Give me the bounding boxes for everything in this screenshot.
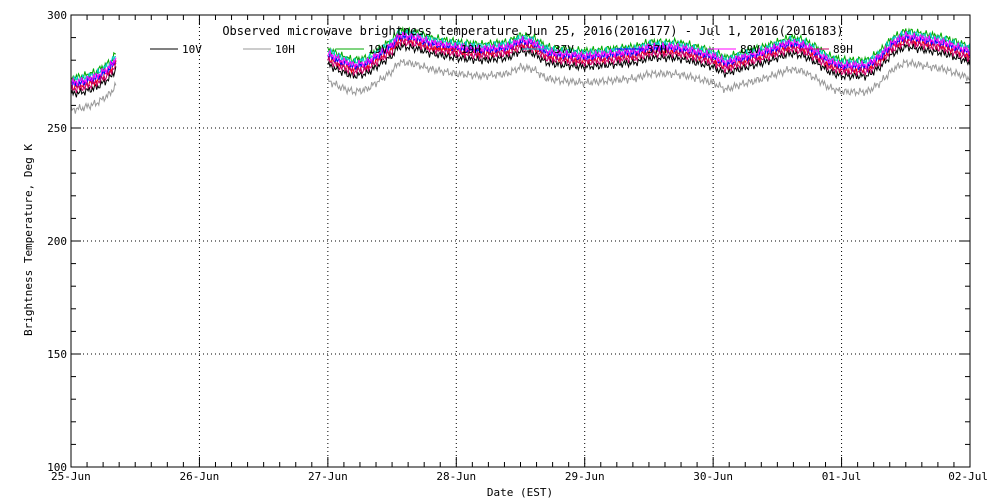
legend-label-89v: 89V [740, 43, 760, 56]
series-line-10h [70, 81, 117, 114]
series-line-89v [327, 31, 971, 71]
y-tick-label: 300 [47, 9, 67, 22]
legend-label-10h: 10H [275, 43, 295, 56]
gridlines [71, 15, 970, 467]
series-line-10v [70, 66, 117, 98]
x-tick-label: 29-Jun [565, 470, 605, 483]
x-tick-label: 25-Jun [51, 470, 91, 483]
legend-label-89h: 89H [833, 43, 853, 56]
chart-title: Observed microwave brightness temperatur… [222, 24, 843, 38]
x-tick-label: 30-Jun [693, 470, 733, 483]
legend-label-37v: 37V [554, 43, 574, 56]
series-line-10v [327, 42, 971, 82]
x-tick-label: 26-Jun [180, 470, 220, 483]
x-axis-label: Date (EST) [487, 486, 553, 499]
x-tick-label: 27-Jun [308, 470, 348, 483]
plot-frame [70, 14, 971, 468]
x-tick-label: 02-Jul [948, 470, 988, 483]
legend-label-37h: 37H [647, 43, 667, 56]
plot-area [70, 26, 971, 114]
y-tick-label: 200 [47, 235, 67, 248]
x-tick-label: 28-Jun [436, 470, 476, 483]
series-line-89h [327, 37, 971, 77]
tick-marks [70, 14, 971, 468]
legend: 10V 10H 19V 19H 37V 37H 89V 89H [150, 43, 853, 56]
series-line-89h [70, 60, 117, 94]
x-tick-label: 01-Jul [822, 470, 862, 483]
x-tick-labels: 25-Jun 26-Jun 27-Jun 28-Jun 29-Jun 30-Jun 01-J… [51, 470, 988, 483]
y-tick-label: 250 [47, 122, 67, 135]
legend-label-19h: 19H [461, 43, 481, 56]
y-axis-label: Brightness Temperature, Deg K [22, 144, 35, 336]
legend-label-19v: 19V [368, 43, 388, 56]
series-line-19v [70, 51, 116, 84]
y-tick-label: 100 [47, 461, 67, 474]
series-line-10h [327, 57, 971, 98]
legend-label-10v: 10V [182, 43, 202, 56]
y-tick-labels: 100 150 200 250 300 [47, 9, 67, 474]
y-tick-label: 150 [47, 348, 67, 361]
series-line-89v [70, 57, 117, 86]
